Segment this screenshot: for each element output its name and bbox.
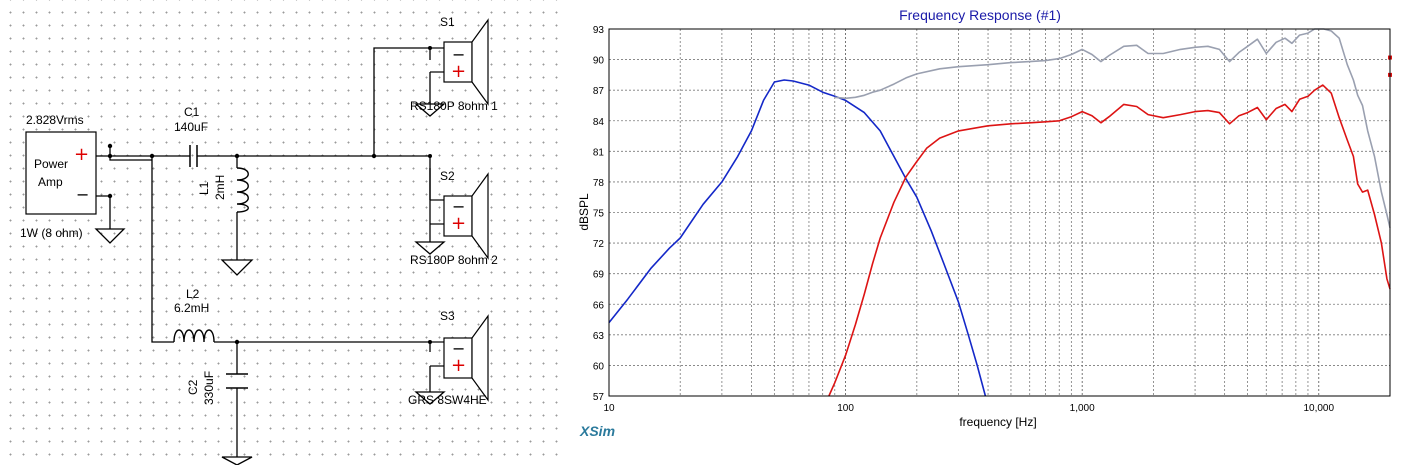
c1-value-label: 140uF — [174, 120, 208, 134]
source-power-label: 1W (8 ohm) — [20, 226, 83, 240]
s1-model-label: RS180P 8ohm 1 — [410, 99, 498, 113]
y-axis-label: dBSPL — [577, 193, 591, 231]
y-tick-label: 75 — [593, 209, 605, 220]
x-axis-label: frequency [Hz] — [959, 415, 1036, 429]
s3-minus-icon: − — [452, 339, 465, 358]
s1-plus-icon: + — [451, 61, 466, 82]
source-name-line1: Power — [34, 157, 68, 171]
frequency-response-panel[interactable]: Frequency Response (#1) 57 60 63 66 69 72 75 78… — [560, 0, 1414, 465]
s1-ref-label: S1 — [440, 15, 455, 29]
source-minus-icon: − — [76, 185, 89, 204]
x-axis-ticks: 10 100 1,000 10,000 — [603, 403, 1334, 414]
y-axis-ticks: 57 60 63 66 69 72 75 78 81 84 87 90 93 — [593, 25, 605, 403]
c2-value-label: 330uF — [202, 371, 216, 405]
s2-plus-icon: + — [451, 213, 466, 234]
speaker-s1[interactable]: − + S1 RS180P 8ohm 1 — [410, 15, 498, 113]
inductor-l1[interactable]: L1 2mH — [197, 167, 249, 213]
schematic-diagram: 2.828Vrms Power Amp + − 1W (8 ohm) C1 14… — [20, 15, 498, 465]
x-tick-label: 1,000 — [1070, 403, 1095, 414]
y-tick-label: 63 — [593, 331, 605, 342]
x-tick-label: 10,000 — [1303, 403, 1334, 414]
s3-model-label: GRS 8SW4HE — [408, 393, 487, 407]
speaker-s3[interactable]: − + S3 GRS 8SW4HE — [408, 309, 489, 407]
wires — [96, 47, 431, 457]
capacitor-c2[interactable]: C2 330uF — [186, 371, 248, 405]
y-tick-label: 87 — [593, 86, 605, 97]
chart-title: Frequency Response (#1) — [899, 7, 1061, 23]
y-tick-label: 90 — [593, 56, 605, 67]
y-tick-label: 69 — [593, 270, 605, 281]
series-line-1 — [608, 79, 987, 397]
xsim-brand-label: XSim — [579, 423, 615, 439]
frequency-response-chart[interactable]: Frequency Response (#1) 57 60 63 66 69 72 75 78… — [560, 0, 1414, 465]
y-tick-label: 60 — [593, 361, 605, 372]
x-tick-label: 100 — [837, 403, 854, 414]
schematic-canvas[interactable]: 2.828Vrms Power Amp + − 1W (8 ohm) C1 14… — [0, 0, 560, 465]
speaker-s2[interactable]: − + S2 RS180P 8ohm 2 — [410, 156, 498, 267]
source-plus-icon: + — [74, 144, 89, 165]
s3-plus-icon: + — [451, 355, 466, 376]
y-tick-label: 93 — [593, 25, 605, 36]
capacitor-c1[interactable]: C1 140uF — [174, 105, 208, 167]
s3-ref-label: S3 — [440, 309, 455, 323]
chart-series — [608, 28, 1392, 397]
series-line-3 — [834, 28, 1391, 228]
l1-ref-label: L1 — [197, 181, 211, 195]
source-name-line2: Amp — [38, 175, 63, 189]
inductor-l2[interactable]: L2 6.2mH — [173, 287, 215, 343]
y-tick-label: 66 — [593, 300, 605, 311]
s2-ref-label: S2 — [440, 169, 455, 183]
l1-value-label: 2mH — [213, 175, 227, 200]
l2-ref-label: L2 — [186, 287, 200, 301]
c2-ref-label: C2 — [186, 379, 200, 395]
l2-value-label: 6.2mH — [174, 301, 209, 315]
y-tick-label: 57 — [593, 392, 605, 403]
y-tick-label: 78 — [593, 178, 605, 189]
y-tick-label: 84 — [593, 117, 605, 128]
x-tick-label: 10 — [603, 403, 615, 414]
s2-model-label: RS180P 8ohm 2 — [410, 253, 498, 267]
s2-minus-icon: − — [452, 197, 465, 216]
c1-ref-label: C1 — [184, 105, 200, 119]
ground-symbols — [94, 103, 446, 465]
source-voltage-label: 2.828Vrms — [26, 113, 84, 127]
y-tick-label: 72 — [593, 239, 605, 250]
s1-minus-icon: − — [452, 45, 465, 64]
junction-dots — [107, 46, 432, 345]
chart-grid — [609, 28, 1391, 397]
y-tick-label: 81 — [593, 147, 605, 158]
power-amp-source[interactable]: 2.828Vrms Power Amp + − 1W (8 ohm) — [20, 113, 97, 240]
series-line-2 — [828, 84, 1391, 397]
plot-frame — [608, 28, 1391, 397]
